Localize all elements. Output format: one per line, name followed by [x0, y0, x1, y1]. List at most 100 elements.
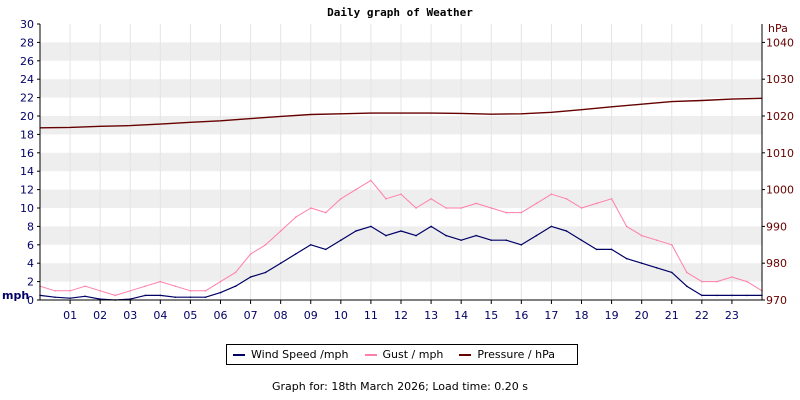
x-tick-label: 09: [304, 309, 318, 322]
x-tick-label: 18: [575, 309, 589, 322]
left-y-tick-label: 22: [20, 92, 34, 105]
series-layer: [39, 97, 763, 301]
x-tick-label: 03: [123, 309, 137, 322]
data-point: [505, 211, 508, 214]
data-point: [445, 234, 447, 237]
x-tick-label: 20: [635, 309, 649, 322]
data-point: [84, 285, 86, 288]
data-point: [746, 280, 748, 283]
right-y-tick-label: 1000: [766, 184, 794, 197]
left-y-tick-label: 0: [27, 294, 34, 307]
data-point: [550, 193, 553, 195]
data-point: [445, 207, 447, 209]
data-point: [340, 239, 342, 241]
data-point: [159, 294, 162, 297]
x-tick-label: 22: [695, 309, 709, 322]
data-point: [460, 207, 462, 209]
x-tick-label: 11: [364, 309, 378, 322]
data-point: [520, 244, 523, 246]
x-tick-label: 23: [725, 309, 739, 322]
legend-swatch-pressure: [459, 353, 472, 356]
right-y-tick-label: 980: [766, 257, 787, 270]
data-point: [204, 290, 207, 292]
data-point: [219, 280, 222, 283]
legend-item-wind: Wind Speed /mph: [233, 348, 349, 361]
data-point: [54, 290, 56, 292]
x-tick-label: 01: [63, 309, 77, 322]
grid-bands: [40, 24, 762, 300]
data-point: [99, 298, 101, 300]
data-point: [415, 207, 417, 209]
data-point: [595, 248, 598, 251]
data-point: [54, 296, 56, 299]
data-point: [505, 239, 508, 241]
x-tick-label: 07: [244, 309, 258, 322]
right-y-tick-label: 1040: [766, 36, 794, 49]
data-point: [535, 234, 538, 237]
data-point: [294, 216, 297, 218]
data-point: [685, 271, 688, 274]
data-point: [279, 262, 282, 265]
data-point: [189, 290, 192, 292]
data-point: [159, 280, 162, 283]
legend-swatch-wind: [233, 353, 245, 356]
left-y-unit: mph: [2, 289, 29, 302]
data-point: [670, 244, 673, 246]
data-point: [716, 294, 718, 297]
left-y-tick-label: 12: [20, 184, 34, 197]
x-tick-label: 12: [394, 309, 408, 322]
data-point: [415, 234, 417, 237]
data-point: [264, 271, 267, 274]
legend-item-gust: Gust / mph: [364, 348, 444, 361]
data-point: [595, 202, 598, 205]
data-point: [746, 294, 748, 297]
legend-label-wind: Wind Speed /mph: [251, 348, 349, 361]
legend-label-gust: Gust / mph: [382, 348, 444, 361]
data-point: [580, 207, 583, 209]
data-point: [129, 298, 132, 300]
x-tick-label: 19: [605, 309, 619, 322]
data-point: [264, 244, 267, 246]
data-point: [610, 248, 613, 251]
right-y-tick-label: 1020: [766, 110, 794, 123]
data-point: [279, 230, 282, 232]
data-point: [204, 296, 207, 299]
data-point: [701, 280, 703, 283]
left-y-tick-label: 26: [20, 55, 34, 68]
data-point: [430, 225, 432, 228]
x-tick-label: 16: [514, 309, 528, 322]
left-y-tick-label: 20: [20, 110, 34, 123]
data-point: [144, 285, 147, 288]
legend-label-pressure: Pressure / hPa: [477, 348, 555, 361]
x-axis: 01 02 03 04 05 06 07 08 09 10 11 12 13 14 15 16 17 18 19 20…: [63, 300, 739, 322]
left-y-tick-label: 6: [27, 239, 34, 252]
data-point: [655, 239, 658, 241]
data-point: [460, 239, 462, 241]
data-point: [324, 248, 327, 251]
right-y-tick-label: 1010: [766, 147, 794, 160]
data-point: [565, 230, 568, 232]
data-point: [550, 225, 553, 228]
x-tick-label: 13: [424, 309, 438, 322]
x-tick-label: 14: [454, 309, 468, 322]
data-point: [685, 285, 688, 288]
data-point: [355, 188, 357, 191]
right-y-tick-label: 1030: [766, 73, 794, 86]
x-tick-label: 06: [214, 309, 228, 322]
data-point: [716, 280, 718, 283]
data-point: [189, 296, 192, 299]
x-tick-label: 21: [665, 309, 679, 322]
x-tick-label: 04: [153, 309, 167, 322]
x-tick-label: 10: [334, 309, 348, 322]
left-y-tick-label: 2: [27, 276, 34, 289]
data-point: [249, 276, 252, 278]
data-point: [355, 230, 357, 232]
data-point: [640, 262, 643, 265]
series-line-2: [39, 97, 763, 129]
data-point: [385, 234, 387, 237]
data-point: [370, 179, 372, 182]
